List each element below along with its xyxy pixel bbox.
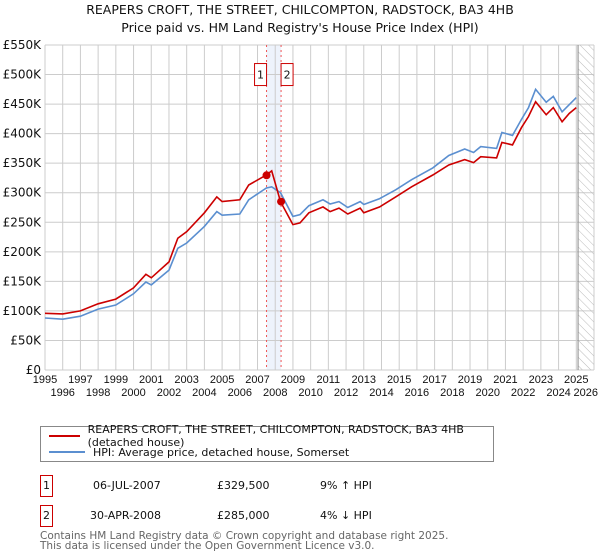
y-tick-label: £400K [3,127,43,141]
footer-copyright: Contains HM Land Registry data © Crown c… [40,530,449,542]
x-tick-label: 2021 [493,374,517,386]
transaction-hpi-diff: 9% ↑ HPI [320,479,372,492]
x-tick-label: 2001 [139,374,163,386]
x-tick-label: 2013 [352,374,376,386]
footer-licence: This data is licensed under the Open Gov… [40,540,375,552]
transaction-row: 2 30-APR-2008 £285,000 4% ↓ HPI [40,505,440,527]
sale-label: 1 [257,69,264,82]
transaction-date: 30-APR-2008 [90,509,162,522]
y-tick-label: £0 [26,363,41,377]
x-tick-label: 1995 [33,374,57,386]
chart-title: REAPERS CROFT, THE STREET, CHILCOMPTON, … [86,2,514,17]
transaction-hpi-diff: 4% ↓ HPI [320,509,372,522]
x-tick-label: 1997 [68,374,92,386]
chart-subtitle: Price paid vs. HM Land Registry's House … [121,20,479,35]
x-tick-label: 2012 [334,387,358,399]
y-tick-label: £350K [3,156,43,170]
price-chart: £0 £50K £100K £150K £200K £250K £300K £350K £400… [3,38,598,399]
x-tick-label: 2010 [298,387,322,399]
x-tick-label: 1996 [50,387,74,399]
property-series-line [44,100,577,315]
x-tick-label: 2011 [317,374,341,386]
x-tick-label: 2007 [245,374,269,386]
y-tick-label: £250K [3,215,43,229]
transaction-row: 1 06-JUL-2007 £329,500 9% ↑ HPI [40,475,440,497]
legend-swatch-hpi [49,451,85,453]
sale-point [262,171,271,180]
x-tick-label: 2017 [422,374,446,386]
transaction-price: £329,500 [217,479,270,492]
x-tick-label: 2002 [157,387,181,399]
x-tick-label: 2022 [511,387,535,399]
sale-label-box [254,63,268,87]
transaction-badge: 2 [40,505,53,527]
x-tick-label: 2003 [174,374,198,386]
x-tick-label: 2006 [228,387,252,399]
y-tick-label: £150K [3,274,43,288]
x-tick-label: 2025 [564,374,588,386]
x-tick-label: 2016 [405,387,429,399]
x-tick-label: 2024 [546,387,570,399]
x-tick-label: 2020 [475,387,499,399]
x-tick-label: 2005 [210,374,234,386]
y-tick-label: £200K [3,245,43,259]
x-tick-label: 2000 [121,387,145,399]
legend-label-hpi: HPI: Average price, detached house, Some… [93,445,350,459]
x-tick-label: 2019 [458,374,482,386]
legend-label-property: REAPERS CROFT, THE STREET, CHILCOMPTON, … [87,423,464,449]
y-tick-label: £100K [3,304,43,318]
sale-label: 2 [284,69,291,82]
x-tick-label: 2014 [369,387,393,399]
x-tick-label: 2004 [192,387,216,399]
sale-label-box [280,63,294,87]
transaction-badge: 1 [40,475,53,497]
y-tick-label: £300K [3,186,43,200]
x-tick-label: 2009 [281,374,305,386]
x-tick-label: 2026 [574,387,598,399]
x-tick-label: 2018 [440,387,464,399]
transaction-date: 06-JUL-2007 [93,479,161,492]
y-tick-label: £450K [3,97,43,111]
forecast-hatch [578,45,594,370]
y-tick-label: £50K [10,333,42,347]
x-tick-label: 2023 [529,374,553,386]
hpi-series-line [44,87,577,321]
x-tick-label: 2015 [387,374,411,386]
sale-point [277,197,286,206]
legend-item-hpi: HPI: Average price, detached house, Some… [49,445,349,459]
footer: Contains HM Land Registry data © Crown c… [40,530,449,552]
x-tick-label: 2008 [263,387,287,399]
x-tick-label: 1999 [104,374,128,386]
y-tick-label: £500K [3,68,43,82]
legend: REAPERS CROFT, THE STREET, CHILCOMPTON, … [40,423,494,462]
sale-period-band [266,45,282,370]
x-tick-label: 1998 [86,387,110,399]
legend-swatch-property [49,435,80,437]
legend-item-property: REAPERS CROFT, THE STREET, CHILCOMPTON, … [49,423,493,449]
transaction-price: £285,000 [217,509,270,522]
y-tick-label: £550K [3,38,43,52]
